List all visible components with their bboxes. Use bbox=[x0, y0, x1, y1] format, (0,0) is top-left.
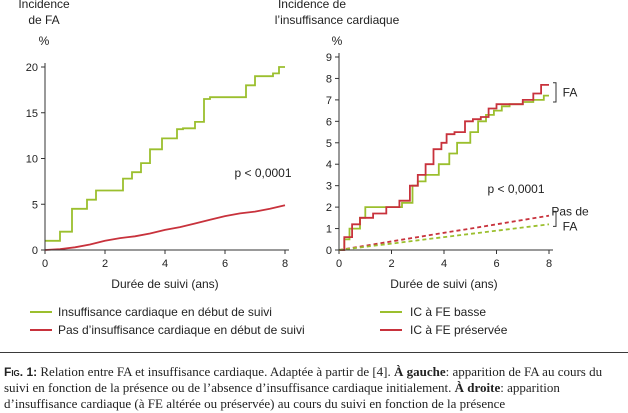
figure-caption: Fig. 1: Relation entre FA et insuffisanc… bbox=[4, 364, 626, 412]
right-xtick-label: 2 bbox=[388, 258, 394, 270]
right-bracket-label: Pas de bbox=[551, 204, 589, 218]
left-yunit: % bbox=[39, 34, 50, 48]
right-series-2-line bbox=[339, 84, 549, 251]
caption-right-label: À droite bbox=[454, 380, 501, 395]
right-ticks: 0 1 2 3 4 5 6 7 8 9 0 2 4 6 8 bbox=[326, 52, 552, 270]
left-ytick-label: 10 bbox=[26, 154, 38, 166]
right-xtick-label: 0 bbox=[336, 258, 342, 270]
caption-separator bbox=[0, 352, 628, 353]
left-ytick-label: 20 bbox=[26, 62, 38, 74]
caption-left-label: À gauche bbox=[394, 364, 446, 379]
left-series-1-line bbox=[45, 66, 285, 242]
right-series bbox=[338, 84, 550, 251]
legend-right-item-2: IC à FE préservée bbox=[410, 323, 508, 337]
right-ytick-label: 7 bbox=[326, 95, 332, 107]
right-yunit: % bbox=[332, 34, 343, 48]
right-ytick-label: 1 bbox=[326, 224, 332, 236]
right-ylabel-line1: Incidence de bbox=[278, 0, 346, 11]
right-ytick-label: 9 bbox=[326, 52, 332, 64]
caption-part-1: Relation entre FA et insuffisance cardia… bbox=[37, 364, 395, 379]
left-ytick-label: 15 bbox=[26, 108, 38, 120]
right-xtick-label: 8 bbox=[546, 258, 552, 270]
caption-part-3: : apparition d’insuffisance cardiaque (à… bbox=[4, 380, 560, 411]
right-bracket-2 bbox=[553, 210, 557, 227]
legend-right-item-1: IC à FE basse bbox=[410, 305, 486, 319]
right-xlabel: Durée de suivi (ans) bbox=[390, 277, 497, 291]
left-series-2-line bbox=[44, 204, 286, 251]
right-series-4-line bbox=[338, 223, 550, 251]
right-xtick-label: 4 bbox=[441, 258, 447, 270]
right-ytick-label: 4 bbox=[326, 159, 332, 171]
left-xtick-label: 4 bbox=[162, 258, 168, 270]
left-xtick-label: 6 bbox=[222, 258, 228, 270]
left-xlabel: Durée de suivi (ans) bbox=[111, 277, 218, 291]
caption-fig-number: Fig. 1: bbox=[4, 365, 38, 379]
right-bracket-label: FA bbox=[563, 219, 578, 233]
right-ylabel-line2: l’insuffisance cardiaque bbox=[275, 13, 400, 27]
right-bracket-label: FA bbox=[563, 85, 578, 99]
right-xtick-label: 6 bbox=[493, 258, 499, 270]
right-series-3-line bbox=[338, 214, 550, 251]
right-chart: Incidence de l’insuffisance cardiaque % … bbox=[275, 0, 589, 291]
legend-left-item-2: Pas d’insuffisance cardiaque en début de… bbox=[58, 323, 305, 337]
legend-right: IC à FE basse IC à FE préservée bbox=[380, 305, 508, 337]
right-ytick-label: 0 bbox=[326, 245, 332, 257]
right-ytick-label: 8 bbox=[326, 73, 332, 85]
right-ytick-label: 6 bbox=[326, 116, 332, 128]
left-ylabel-line1: Incidence bbox=[18, 0, 70, 11]
left-xtick-label: 2 bbox=[102, 258, 108, 270]
left-chart: Incidence de FA % 0 5 10 15 20 0 2 4 6 8 p < 0,00… bbox=[18, 0, 292, 291]
left-series bbox=[44, 66, 286, 251]
caption-part-2: : apparition de FA au cours du suivi en … bbox=[4, 364, 603, 395]
right-ytick-label: 2 bbox=[326, 202, 332, 214]
right-series-1-line bbox=[339, 94, 549, 251]
right-ytick-label: 3 bbox=[326, 181, 332, 193]
right-ytick-label: 5 bbox=[326, 138, 332, 150]
legend-left-item-1: Insuffisance cardiaque en début de suivi bbox=[58, 305, 272, 319]
left-ticks: 0 5 10 15 20 0 2 4 6 8 bbox=[26, 62, 288, 270]
left-pvalue: p < 0,0001 bbox=[234, 166, 291, 180]
right-bracket-1 bbox=[553, 82, 557, 103]
legend-left: Insuffisance cardiaque en début de suivi… bbox=[30, 305, 305, 337]
right-pvalue: p < 0,0001 bbox=[487, 182, 544, 196]
left-ytick-label: 0 bbox=[32, 245, 38, 257]
left-ylabel-line2: de FA bbox=[28, 13, 59, 27]
left-xtick-label: 8 bbox=[282, 258, 288, 270]
left-ytick-label: 5 bbox=[32, 199, 38, 211]
left-xtick-label: 0 bbox=[42, 258, 48, 270]
